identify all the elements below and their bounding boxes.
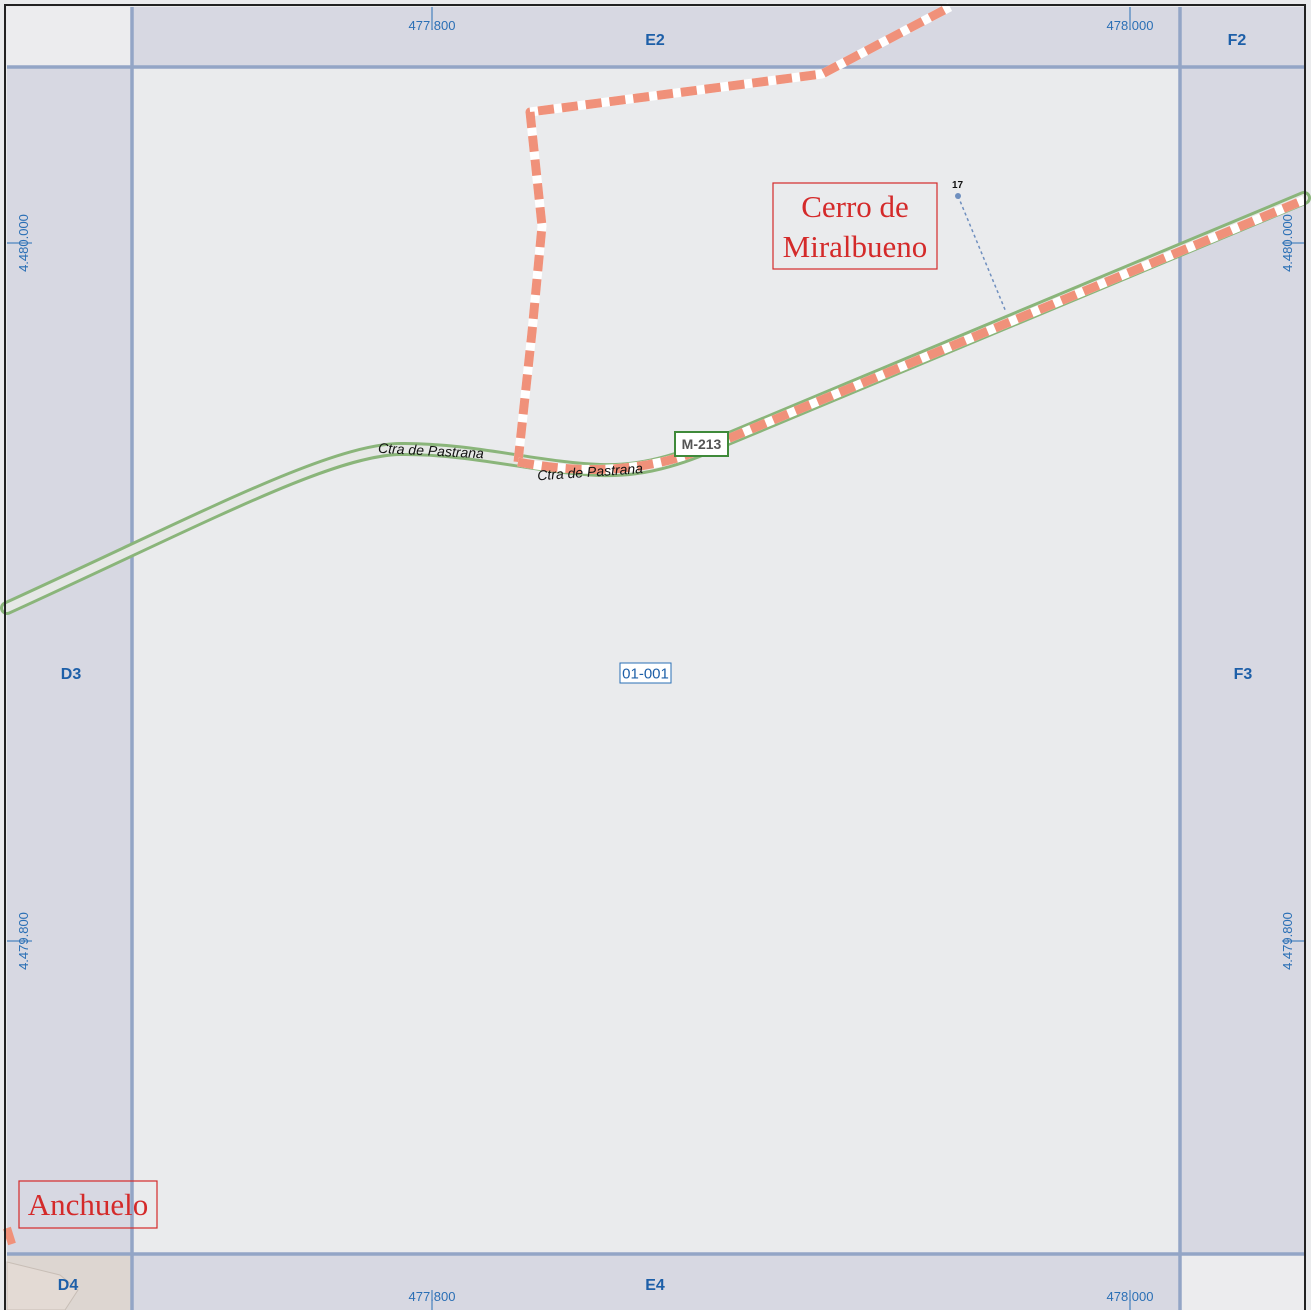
trail-southwest-stub bbox=[3, 1226, 16, 1246]
place-label-cerro-de-miralbueno: Cerro de Miralbueno bbox=[772, 182, 938, 270]
coord-label-left-lower: 4.479.800 bbox=[16, 912, 31, 970]
right-margin-band bbox=[1180, 67, 1304, 1254]
place-name-line-2: Miralbueno bbox=[783, 229, 928, 264]
spot-height-leader bbox=[957, 195, 1007, 313]
coord-label-bottom-left: 477.800 bbox=[409, 1289, 456, 1304]
coord-label-right-upper: 4.480.000 bbox=[1280, 214, 1295, 272]
sheet-label-e4[interactable]: E4 bbox=[645, 1277, 665, 1294]
left-margin-band bbox=[7, 67, 132, 1254]
coord-label-top-left: 477.800 bbox=[409, 18, 456, 33]
top-margin-band bbox=[132, 7, 1180, 67]
neighbouring-parcel bbox=[6, 1261, 79, 1310]
coordinate-ticks bbox=[7, 7, 1304, 1310]
place-name-anchuelo: Anchuelo bbox=[28, 1187, 149, 1222]
road-shield-m213: M-213 bbox=[674, 431, 729, 457]
road-label-ctra-pastrana-2: Ctra de Pastrana bbox=[537, 460, 644, 483]
bottom-right-corner bbox=[1180, 1254, 1304, 1310]
coord-label-left-upper: 4.480.000 bbox=[16, 214, 31, 272]
sheet-label-f2[interactable]: F2 bbox=[1228, 32, 1247, 49]
bottom-margin-band bbox=[132, 1254, 1180, 1310]
top-right-margin-band bbox=[1180, 7, 1304, 67]
sheet-label-f3[interactable]: F3 bbox=[1234, 666, 1253, 683]
parcel-id: 01-001 bbox=[622, 666, 669, 683]
sheet-label-e2[interactable]: E2 bbox=[645, 32, 665, 49]
coord-label-top-right: 478.000 bbox=[1107, 18, 1154, 33]
coord-label-bottom-right: 478.000 bbox=[1107, 1289, 1154, 1304]
top-left-corner bbox=[7, 7, 132, 67]
sheet-grid bbox=[7, 7, 1304, 1310]
map-frame bbox=[4, 4, 1306, 1310]
sheet-label-d4[interactable]: D4 bbox=[58, 1277, 79, 1294]
parcel-label: 01-001 bbox=[619, 662, 672, 684]
place-name-line-1: Cerro de bbox=[801, 189, 909, 224]
trail-north bbox=[513, 3, 953, 463]
road-label-ctra-pastrana-1: Ctra de Pastrana bbox=[378, 440, 485, 462]
place-label-anchuelo: Anchuelo bbox=[18, 1180, 158, 1229]
spot-height-marker bbox=[955, 193, 961, 199]
sheet-label-d3[interactable]: D3 bbox=[61, 666, 82, 683]
road-shield-label: M-213 bbox=[682, 436, 722, 452]
spot-height-value: 17 bbox=[952, 180, 964, 191]
coord-label-right-lower: 4.479.800 bbox=[1280, 912, 1295, 970]
